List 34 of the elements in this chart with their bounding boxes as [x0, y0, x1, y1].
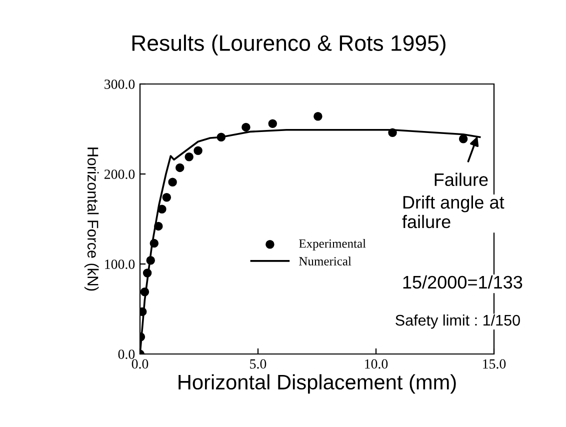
point	[150, 238, 159, 248]
point	[158, 204, 166, 214]
y-tick-label: 300.0	[104, 80, 135, 90]
point	[268, 119, 277, 128]
x-axis-title: Horizontal Displacement (mm)	[178, 374, 456, 394]
point	[162, 193, 172, 202]
annotation: 15/2000=1/133	[403, 275, 522, 289]
y-axis-title: Horizontal Force (kN)	[84, 148, 99, 291]
legend-label: Experimental	[299, 239, 366, 250]
x-tick-label: 5.0	[250, 359, 266, 369]
point	[388, 128, 397, 137]
y-tick-label: 100.0	[105, 260, 135, 270]
point	[216, 132, 226, 142]
point	[314, 112, 322, 121]
point	[242, 122, 250, 132]
point	[184, 152, 194, 162]
x-tick-label: 15.0	[483, 359, 506, 369]
x-tick-label: 10.0	[365, 359, 388, 369]
chart-title: Results (Lourenco & Rots 1995)	[132, 34, 446, 56]
annotation: Safety limit : 1/150	[396, 314, 520, 329]
point	[142, 268, 152, 278]
point	[168, 178, 177, 186]
y-tick-label: 200.0	[104, 170, 135, 180]
point	[154, 222, 163, 231]
y-tick-label: 0.0	[118, 350, 135, 360]
x-tick-label: 0.0	[132, 359, 148, 369]
annotation: Failure	[434, 172, 488, 186]
point	[140, 288, 150, 296]
point	[194, 146, 202, 155]
point	[176, 163, 184, 172]
annotation: Drift angle at failure	[402, 195, 504, 228]
point	[146, 256, 155, 265]
point	[458, 134, 468, 144]
legend-label: Numerical	[299, 256, 352, 266]
